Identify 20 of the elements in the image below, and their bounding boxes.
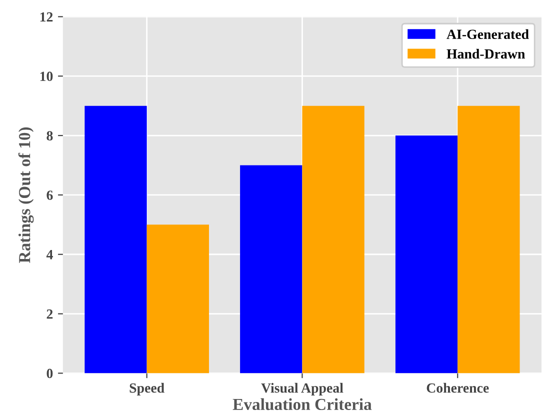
y-tick-label: 8 [46,131,53,140]
bar [395,136,458,374]
bar [458,106,520,374]
x-tick-label: Coherence [426,382,489,393]
y-tick-label: 2 [46,309,53,319]
y-tick-label: 0 [46,368,53,378]
bar [302,106,364,374]
bar [240,165,302,374]
x-tick-label: Speed [130,382,164,396]
bar [146,224,209,374]
x-tick-label: Visual Appeal [261,382,344,396]
x-axis-title: Evaluation Criteria [232,398,372,410]
legend-label: AI-Generated [446,29,529,40]
y-tick-label: 6 [46,190,53,200]
y-tick-label: 10 [40,72,53,82]
legend-label: Hand-Drawn [446,48,525,59]
y-tick-label: 4 [46,250,53,260]
y-axis-title: Ratings (Out of 10) [18,127,34,263]
bar [84,106,147,374]
y-tick-label: 12 [40,12,53,22]
